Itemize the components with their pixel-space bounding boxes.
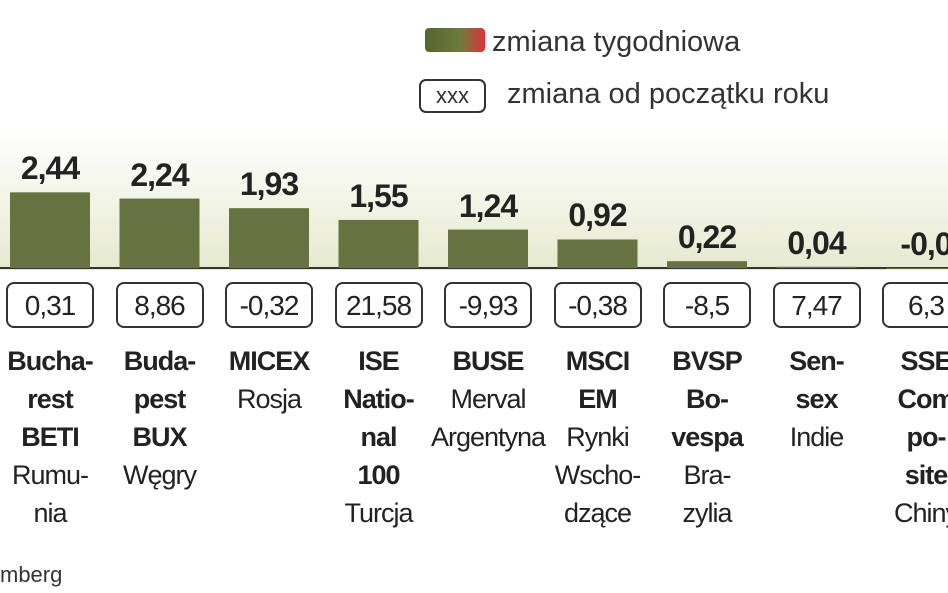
- legend-box: [419, 79, 486, 113]
- bar: [229, 208, 309, 268]
- value-label: 2,24: [130, 156, 189, 193]
- bar: [448, 229, 528, 268]
- value-label: 0,22: [677, 219, 737, 256]
- value-label: 1,93: [239, 166, 299, 203]
- bar: [886, 268, 948, 269]
- country-name: Bra- zylia: [682, 460, 732, 528]
- index-name: Buda- pest BUX: [123, 346, 197, 452]
- value-label: 0,92: [568, 197, 627, 234]
- legend-box-label: xxx: [436, 83, 469, 108]
- bar: [557, 239, 638, 268]
- ytd-box: 8,86: [115, 282, 204, 328]
- category-label: MSCI EM Rynki Wscho- dzące: [540, 342, 656, 532]
- bar: [776, 266, 857, 268]
- country-name: Merval Argentyna: [430, 384, 546, 452]
- bar: [10, 192, 90, 268]
- category-label: Buda- pest BUX Węgry: [102, 342, 218, 494]
- value-label: -0,0: [900, 226, 948, 262]
- category-label: BVSP Bo- vespa Bra- zylia: [649, 342, 765, 532]
- country-name: Indie: [789, 422, 845, 452]
- ytd-box: 21,58: [334, 282, 423, 328]
- value-label: 1,24: [458, 187, 518, 224]
- bar: [667, 261, 747, 268]
- category-label: BUSE Merval Argentyna: [430, 342, 546, 456]
- index-name: Sen- sex: [789, 346, 845, 414]
- category-label: SSE Com po- site Chiny: [868, 342, 948, 532]
- index-name: SSE Com po- site: [897, 346, 948, 490]
- bar: [338, 219, 419, 268]
- country-name: Rosja: [236, 384, 302, 414]
- country-name: Rumu- nia: [11, 460, 89, 528]
- ytd-box: 6,3: [882, 282, 948, 328]
- value-label: 0,04: [787, 224, 846, 261]
- ytd-box: -0,38: [553, 282, 642, 328]
- ytd-box: -8,5: [663, 282, 751, 328]
- country-name: Węgry: [122, 460, 197, 490]
- category-label: ISE Natio- nal 100 Turcja: [321, 342, 437, 532]
- index-name: BVSP Bo- vespa: [671, 346, 744, 452]
- value-label: 1,55: [349, 177, 408, 214]
- country-name: Chiny: [893, 498, 948, 528]
- legend-label: zmiana od początku roku: [507, 78, 830, 110]
- index-name: MICEX: [228, 346, 311, 376]
- legend-swatch: [425, 28, 485, 52]
- ytd-box: -9,93: [444, 282, 532, 328]
- category-label: Bucha- rest BETI Rumu- nia: [0, 342, 108, 532]
- bar: [119, 198, 200, 268]
- category-label: MICEX Rosja: [211, 342, 327, 418]
- country-name: Rynki Wscho- dzące: [554, 422, 642, 528]
- category-label: Sen- sex Indie: [759, 342, 875, 456]
- index-name: BUSE: [452, 346, 524, 376]
- index-name: Bucha- rest BETI: [7, 346, 94, 452]
- ytd-box: 0,31: [6, 282, 94, 328]
- ytd-box: -0,32: [225, 282, 313, 328]
- source: mberg: [0, 562, 63, 587]
- ytd-box: 7,47: [772, 282, 861, 328]
- country-name: Turcja: [344, 498, 413, 528]
- index-name: ISE Natio- nal 100: [343, 346, 415, 490]
- index-name: MSCI EM: [565, 346, 631, 414]
- legend-label: zmiana tygodniowa: [492, 26, 741, 58]
- value-label: 2,44: [20, 150, 80, 187]
